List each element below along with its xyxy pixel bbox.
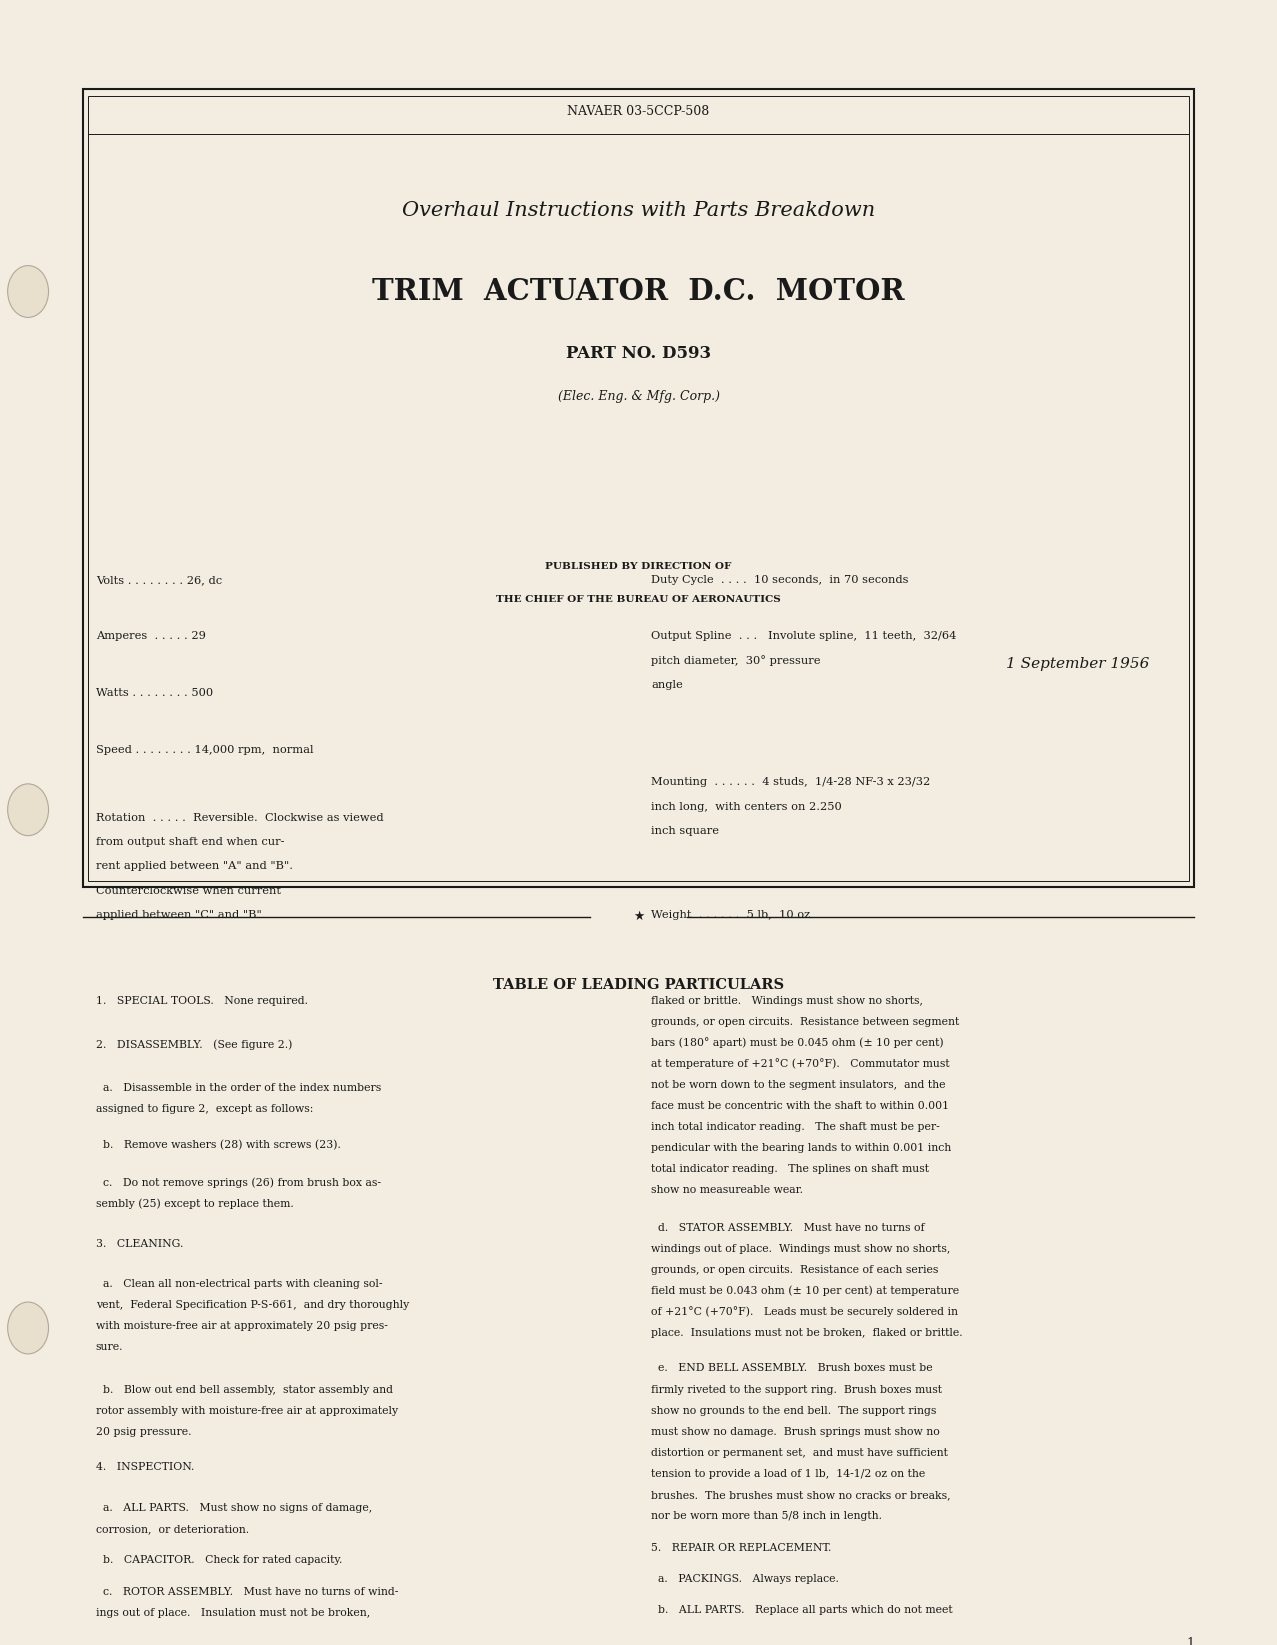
Text: Mounting  . . . . . .  4 studs,  1/4-28 NF-3 x 23/32: Mounting . . . . . . 4 studs, 1/4-28 NF-…: [651, 776, 931, 788]
Text: rent applied between "A" and "B".: rent applied between "A" and "B".: [96, 862, 292, 872]
Text: PART NO. D593: PART NO. D593: [566, 344, 711, 362]
Text: inch square: inch square: [651, 826, 719, 836]
Text: (Elec. Eng. & Mfg. Corp.): (Elec. Eng. & Mfg. Corp.): [558, 390, 719, 403]
Bar: [88, 95, 1189, 882]
Text: Output Spline  . . .   Involute spline,  11 teeth,  32/64: Output Spline . . . Involute spline, 11 …: [651, 632, 956, 642]
Text: face must be concentric with the shaft to within 0.001: face must be concentric with the shaft t…: [651, 1101, 949, 1110]
Text: field must be 0.043 ohm (± 10 per cent) at temperature: field must be 0.043 ohm (± 10 per cent) …: [651, 1285, 959, 1296]
Text: a.   ALL PARTS.   Must show no signs of damage,: a. ALL PARTS. Must show no signs of dama…: [96, 1504, 372, 1513]
Text: sure.: sure.: [96, 1342, 124, 1352]
Text: a.   Clean all non-electrical parts with cleaning sol-: a. Clean all non-electrical parts with c…: [96, 1280, 382, 1290]
Text: 5.   REPAIR OR REPLACEMENT.: 5. REPAIR OR REPLACEMENT.: [651, 1543, 831, 1553]
Text: nor be worn more than 5/8 inch in length.: nor be worn more than 5/8 inch in length…: [651, 1510, 882, 1522]
Text: PUBLISHED BY DIRECTION OF: PUBLISHED BY DIRECTION OF: [545, 563, 732, 571]
Text: Weight  . . . . . .  5 lb,  10 oz: Weight . . . . . . 5 lb, 10 oz: [651, 910, 811, 920]
Text: grounds, or open circuits.  Resistance of each series: grounds, or open circuits. Resistance of…: [651, 1265, 939, 1275]
Circle shape: [8, 265, 49, 317]
Text: of +21°C (+70°F).   Leads must be securely soldered in: of +21°C (+70°F). Leads must be securely…: [651, 1306, 958, 1318]
Text: ★: ★: [633, 910, 644, 923]
Text: Counterclockwise when current: Counterclockwise when current: [96, 885, 281, 897]
Text: TABLE OF LEADING PARTICULARS: TABLE OF LEADING PARTICULARS: [493, 977, 784, 992]
Text: Watts . . . . . . . . 500: Watts . . . . . . . . 500: [96, 688, 213, 697]
Text: 4.   INSPECTION.: 4. INSPECTION.: [96, 1462, 194, 1472]
Text: Rotation  . . . . .  Reversible.  Clockwise as viewed: Rotation . . . . . Reversible. Clockwise…: [96, 813, 383, 822]
Text: Duty Cycle  . . . .  10 seconds,  in 70 seconds: Duty Cycle . . . . 10 seconds, in 70 sec…: [651, 574, 909, 584]
Text: not be worn down to the segment insulators,  and the: not be worn down to the segment insulato…: [651, 1081, 946, 1091]
Text: inch long,  with centers on 2.250: inch long, with centers on 2.250: [651, 801, 842, 811]
Text: assigned to figure 2,  except as follows:: assigned to figure 2, except as follows:: [96, 1104, 313, 1114]
Text: ings out of place.   Insulation must not be broken,: ings out of place. Insulation must not b…: [96, 1609, 370, 1619]
Text: b.   CAPACITOR.   Check for rated capacity.: b. CAPACITOR. Check for rated capacity.: [96, 1555, 342, 1564]
Circle shape: [8, 783, 49, 836]
Text: b.   ALL PARTS.   Replace all parts which do not meet: b. ALL PARTS. Replace all parts which do…: [651, 1606, 953, 1615]
Text: 1: 1: [1186, 1637, 1194, 1645]
Text: from output shaft end when cur-: from output shaft end when cur-: [96, 837, 285, 847]
Text: 1.   SPECIAL TOOLS.   None required.: 1. SPECIAL TOOLS. None required.: [96, 995, 308, 1005]
Text: sembly (25) except to replace them.: sembly (25) except to replace them.: [96, 1198, 294, 1209]
Text: firmly riveted to the support ring.  Brush boxes must: firmly riveted to the support ring. Brus…: [651, 1385, 942, 1395]
Text: c.   Do not remove springs (26) from brush box as-: c. Do not remove springs (26) from brush…: [96, 1176, 381, 1188]
Text: 3.   CLEANING.: 3. CLEANING.: [96, 1239, 183, 1249]
Text: at temperature of +21°C (+70°F).   Commutator must: at temperature of +21°C (+70°F). Commuta…: [651, 1059, 950, 1069]
Text: a.   Disassemble in the order of the index numbers: a. Disassemble in the order of the index…: [96, 1084, 381, 1094]
Text: windings out of place.  Windings must show no shorts,: windings out of place. Windings must sho…: [651, 1244, 950, 1253]
Text: b.   Blow out end bell assembly,  stator assembly and: b. Blow out end bell assembly, stator as…: [96, 1385, 393, 1395]
Text: rotor assembly with moisture-free air at approximately: rotor assembly with moisture-free air at…: [96, 1405, 398, 1416]
Text: tension to provide a load of 1 lb,  14-1/2 oz on the: tension to provide a load of 1 lb, 14-1/…: [651, 1469, 926, 1479]
Text: with moisture-free air at approximately 20 psig pres-: with moisture-free air at approximately …: [96, 1321, 388, 1331]
Text: grounds, or open circuits.  Resistance between segment: grounds, or open circuits. Resistance be…: [651, 1017, 959, 1026]
Text: show no measureable wear.: show no measureable wear.: [651, 1186, 803, 1196]
Text: e.   END BELL ASSEMBLY.   Brush boxes must be: e. END BELL ASSEMBLY. Brush boxes must b…: [651, 1364, 933, 1374]
Text: pendicular with the bearing lands to within 0.001 inch: pendicular with the bearing lands to wit…: [651, 1143, 951, 1153]
Text: must show no damage.  Brush springs must show no: must show no damage. Brush springs must …: [651, 1426, 940, 1436]
Text: b.   Remove washers (28) with screws (23).: b. Remove washers (28) with screws (23).: [96, 1140, 341, 1150]
Circle shape: [8, 1303, 49, 1354]
Text: flaked or brittle.   Windings must show no shorts,: flaked or brittle. Windings must show no…: [651, 995, 923, 1005]
Text: bars (180° apart) must be 0.045 ohm (± 10 per cent): bars (180° apart) must be 0.045 ohm (± 1…: [651, 1038, 944, 1048]
Text: place.  Insulations must not be broken,  flaked or brittle.: place. Insulations must not be broken, f…: [651, 1328, 963, 1337]
Text: Volts . . . . . . . . 26, dc: Volts . . . . . . . . 26, dc: [96, 574, 222, 584]
Text: distortion or permanent set,  and must have sufficient: distortion or permanent set, and must ha…: [651, 1448, 948, 1457]
Text: brushes.  The brushes must show no cracks or breaks,: brushes. The brushes must show no cracks…: [651, 1490, 951, 1500]
Text: applied between "C" and "B": applied between "C" and "B": [96, 910, 262, 920]
Text: total indicator reading.   The splines on shaft must: total indicator reading. The splines on …: [651, 1165, 930, 1175]
Text: NAVAER 03-5CCP-508: NAVAER 03-5CCP-508: [567, 105, 710, 118]
Bar: [83, 89, 1194, 888]
Text: Overhaul Instructions with Parts Breakdown: Overhaul Instructions with Parts Breakdo…: [402, 201, 875, 220]
Text: vent,  Federal Specification P-S-661,  and dry thoroughly: vent, Federal Specification P-S-661, and…: [96, 1300, 409, 1311]
Text: 20 psig pressure.: 20 psig pressure.: [96, 1426, 192, 1436]
Text: a.   PACKINGS.   Always replace.: a. PACKINGS. Always replace.: [651, 1574, 839, 1584]
Text: Speed . . . . . . . . 14,000 rpm,  normal: Speed . . . . . . . . 14,000 rpm, normal: [96, 745, 313, 755]
Text: Amperes  . . . . . 29: Amperes . . . . . 29: [96, 632, 206, 642]
Text: inch total indicator reading.   The shaft must be per-: inch total indicator reading. The shaft …: [651, 1122, 940, 1132]
Text: 2.   DISASSEMBLY.   (See figure 2.): 2. DISASSEMBLY. (See figure 2.): [96, 1040, 292, 1050]
Text: THE CHIEF OF THE BUREAU OF AERONAUTICS: THE CHIEF OF THE BUREAU OF AERONAUTICS: [497, 595, 780, 604]
Text: show no grounds to the end bell.  The support rings: show no grounds to the end bell. The sup…: [651, 1405, 936, 1416]
Text: TRIM  ACTUATOR  D.C.  MOTOR: TRIM ACTUATOR D.C. MOTOR: [372, 276, 905, 306]
Text: pitch diameter,  30° pressure: pitch diameter, 30° pressure: [651, 655, 821, 666]
Text: c.   ROTOR ASSEMBLY.   Must have no turns of wind-: c. ROTOR ASSEMBLY. Must have no turns of…: [96, 1587, 398, 1597]
Text: angle: angle: [651, 679, 683, 689]
Text: 1 September 1956: 1 September 1956: [1006, 656, 1149, 671]
Text: corrosion,  or deterioration.: corrosion, or deterioration.: [96, 1523, 249, 1533]
Text: d.   STATOR ASSEMBLY.   Must have no turns of: d. STATOR ASSEMBLY. Must have no turns o…: [651, 1222, 925, 1232]
